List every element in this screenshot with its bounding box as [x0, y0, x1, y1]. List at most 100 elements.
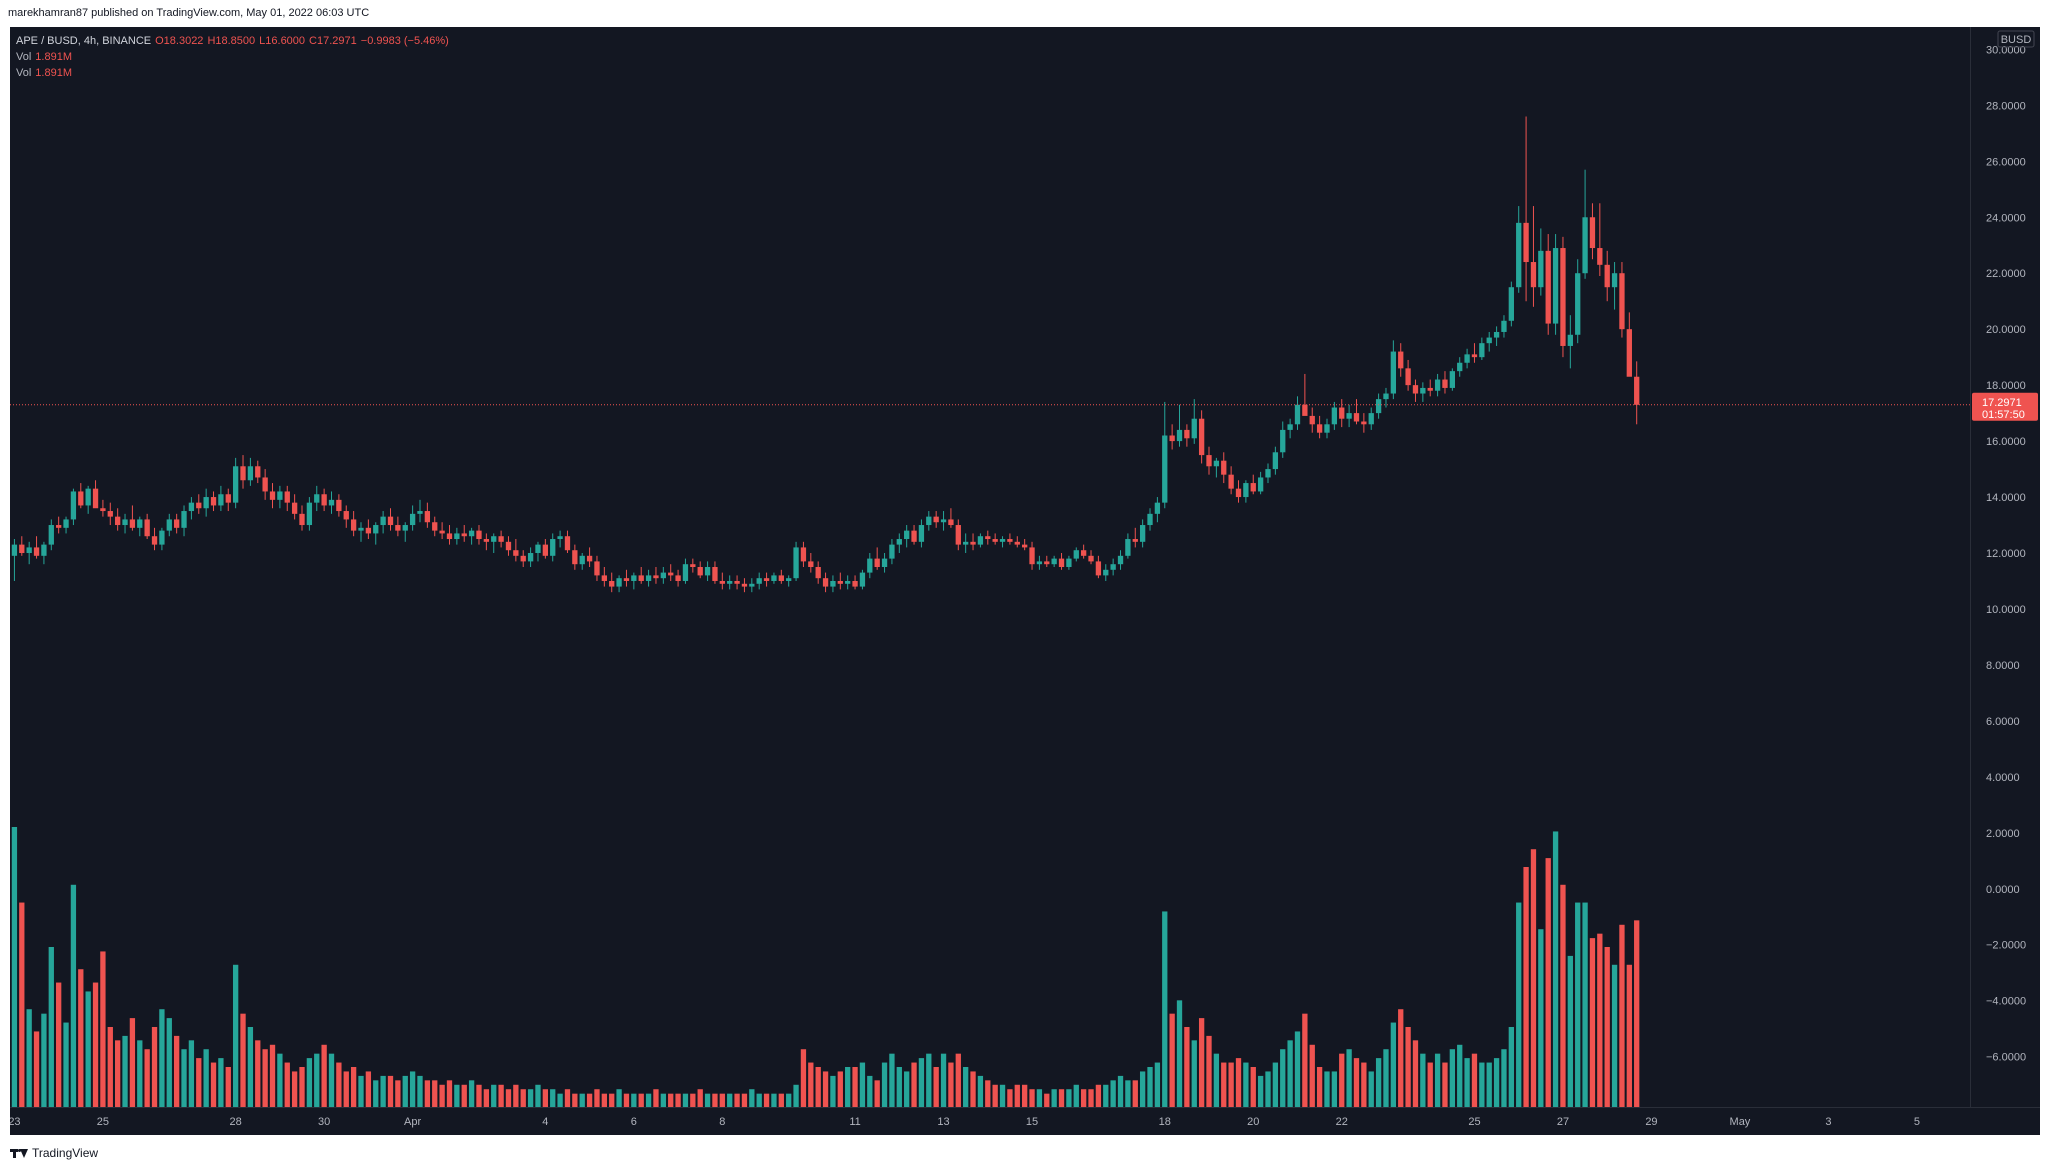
legend-ohlc-row: APE / BUSD, 4h, BINANCE O18.3022 H18.850… [16, 33, 449, 49]
volume-bar [1206, 1035, 1212, 1107]
candle-body [623, 578, 630, 581]
volume-bar [926, 1053, 932, 1107]
candle-body [889, 544, 895, 559]
volume-bar [1405, 1027, 1411, 1107]
candle-body [1302, 404, 1308, 416]
volume-bar [542, 1089, 549, 1107]
candle-body [284, 491, 290, 503]
candle-body [387, 516, 394, 526]
legend-vol-label-2[interactable]: Vol [16, 67, 32, 79]
volume-bar [1361, 1062, 1367, 1107]
candle-body [365, 527, 372, 534]
volume-bar [432, 1080, 438, 1107]
candle-body [734, 580, 740, 584]
volume-bar [196, 1058, 202, 1107]
volume-bar [1294, 1031, 1301, 1107]
candle-body [756, 578, 762, 584]
x-tick-label: 30 [318, 1116, 330, 1128]
volume-bar [1022, 1084, 1028, 1107]
volume-bar [255, 1040, 261, 1107]
candle-body [1361, 421, 1367, 425]
volume-bar [151, 1027, 158, 1107]
candle-body [1198, 418, 1205, 456]
volume-bar [1235, 1058, 1242, 1107]
candle-body [992, 539, 998, 542]
volume-bar [977, 1075, 984, 1107]
volume-bar [1250, 1067, 1256, 1107]
candle-body [1560, 248, 1566, 346]
candle-body [830, 580, 836, 587]
candle-body [159, 530, 165, 545]
volume-bar [48, 947, 54, 1107]
candlestick-chart[interactable]: 30.000028.000026.000024.000022.000020.00… [10, 27, 2040, 1135]
candle-body [1486, 337, 1492, 344]
legend-vol-label-1[interactable]: Vol [16, 51, 32, 63]
candle-body [1545, 250, 1551, 324]
volume-bar [881, 1062, 888, 1107]
candle-body [1272, 452, 1279, 470]
candle-body [100, 508, 106, 512]
candle-body [1331, 407, 1338, 425]
volume-bar [262, 1049, 268, 1107]
volume-bar [1353, 1058, 1360, 1107]
volume-bar [1530, 849, 1537, 1107]
candle-body [660, 572, 666, 579]
y-tick-label: −6.0000 [1986, 1052, 2026, 1064]
volume-bar [697, 1089, 703, 1107]
candle-body [1213, 460, 1220, 467]
candle-body [1058, 558, 1065, 567]
volume-bar [402, 1075, 408, 1107]
x-tick-label: 27 [1557, 1116, 1569, 1128]
volume-bar [1058, 1089, 1065, 1107]
legend-symbol[interactable]: APE / BUSD, 4h, BINANCE [16, 35, 152, 47]
volume-bar [616, 1089, 622, 1107]
candle-body [1346, 413, 1352, 419]
volume-bar [291, 1071, 298, 1107]
candle-body [395, 525, 401, 531]
candle-body [1471, 354, 1478, 358]
x-tick-label: 13 [937, 1116, 949, 1128]
candle-body [476, 530, 482, 540]
volume-bar [1545, 858, 1551, 1107]
candle-body [542, 544, 549, 556]
volume-bar [144, 1049, 150, 1107]
candle-body [999, 539, 1006, 542]
candle-body [218, 494, 224, 506]
volume-bar [1383, 1049, 1389, 1107]
candle-body [1324, 424, 1330, 433]
candle-body [594, 561, 600, 576]
chart-frame[interactable]: 30.0000 28.0000 26.0000 24.0000 22.0000 20.00… [10, 27, 2040, 1135]
volume-bar [1442, 1062, 1448, 1107]
candle-body [432, 522, 438, 531]
volume-bar [1073, 1084, 1079, 1107]
volume-bar [623, 1093, 630, 1107]
x-tick-label: 28 [230, 1116, 242, 1128]
candle-body [638, 575, 644, 581]
volume-bar [284, 1062, 290, 1107]
volume-bar [1508, 1027, 1514, 1107]
volume-bar [483, 1089, 490, 1107]
volume-bar [609, 1093, 615, 1107]
candle-body [808, 561, 814, 567]
volume-bar [491, 1084, 497, 1107]
volume-bar [815, 1067, 821, 1107]
volume-bar [1088, 1089, 1094, 1107]
volume-bar [778, 1093, 784, 1107]
volume-bar [409, 1071, 416, 1107]
volume-bar [210, 1062, 217, 1107]
x-tick-label: 20 [1247, 1116, 1259, 1128]
candle-body [350, 519, 357, 531]
candle-body [1044, 561, 1050, 565]
legend-volume-row-1: Vol 1.891M [16, 49, 449, 65]
volume-bar [350, 1067, 357, 1107]
volume-bar [1029, 1089, 1035, 1107]
candle-body [616, 578, 622, 587]
candle-body [1080, 550, 1087, 556]
volume-bar [1575, 902, 1581, 1107]
candle-body [631, 575, 637, 581]
candle-body [763, 578, 770, 581]
legend-change: −0.9983 (−5.46%) [360, 35, 449, 47]
volume-bar [314, 1053, 320, 1107]
volume-bar [115, 1040, 121, 1107]
volume-bar [727, 1093, 733, 1107]
